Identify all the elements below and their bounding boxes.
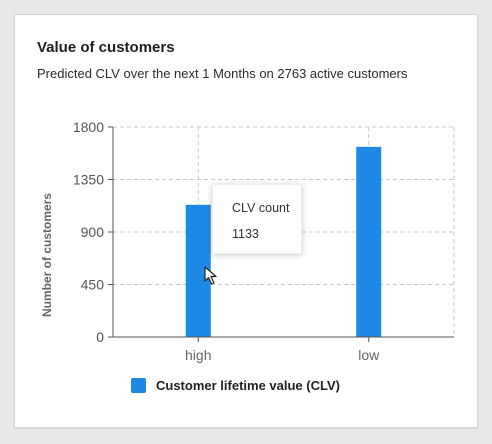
y-tick-label: 450	[81, 277, 105, 293]
x-tick-label: high	[185, 347, 211, 363]
tooltip-value: 1133	[232, 227, 259, 241]
legend[interactable]: Customer lifetime value (CLV)	[131, 378, 340, 393]
y-tick-label: 0	[96, 329, 104, 345]
legend-swatch	[131, 378, 146, 393]
chart-subtitle: Predicted CLV over the next 1 Months on …	[37, 66, 408, 81]
tooltip: CLV count 1133	[212, 184, 302, 254]
chart-card: Value of customers Predicted CLV over th…	[14, 14, 478, 428]
bars	[185, 146, 382, 337]
bar-chart: 0 450 900 1350 1800 high low Number of custome…	[40, 119, 455, 363]
x-tick-label: low	[358, 347, 380, 363]
y-tick-label: 1800	[73, 119, 104, 135]
y-axis-label: Number of customers	[40, 193, 54, 317]
axes: 0 450 900 1350 1800 high low	[73, 119, 454, 363]
chart-title: Value of customers	[37, 39, 175, 56]
tooltip-label: CLV count	[232, 201, 290, 215]
bar-low[interactable]	[356, 146, 382, 337]
legend-label: Customer lifetime value (CLV)	[156, 378, 340, 393]
y-tick-label: 1350	[73, 172, 104, 188]
y-tick-label: 900	[81, 224, 105, 240]
mouse-pointer-icon	[204, 266, 217, 285]
